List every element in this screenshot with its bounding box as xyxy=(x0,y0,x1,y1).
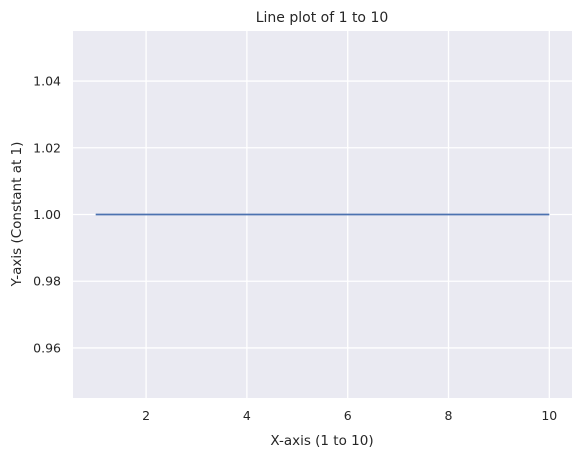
x-tick-label: 4 xyxy=(243,408,251,423)
x-tick-label: 10 xyxy=(541,408,557,423)
y-axis-label: Y-axis (Constant at 1) xyxy=(9,142,25,288)
x-tick-label: 2 xyxy=(142,408,150,423)
y-tick-label: 1.00 xyxy=(33,207,61,222)
x-tick-label: 8 xyxy=(445,408,453,423)
y-tick-label: 1.04 xyxy=(33,74,61,89)
chart-title: Line plot of 1 to 10 xyxy=(256,10,389,26)
y-tick-label: 0.98 xyxy=(33,274,61,289)
y-tick-label: 0.96 xyxy=(33,340,61,355)
x-tick-labels: 2 4 6 8 10 xyxy=(142,408,557,423)
y-tick-labels: 0.96 0.98 1.00 1.02 1.04 xyxy=(33,74,61,356)
x-axis-label: X-axis (1 to 10) xyxy=(270,433,373,449)
x-tick-label: 6 xyxy=(344,408,352,423)
y-tick-label: 1.02 xyxy=(33,140,61,155)
